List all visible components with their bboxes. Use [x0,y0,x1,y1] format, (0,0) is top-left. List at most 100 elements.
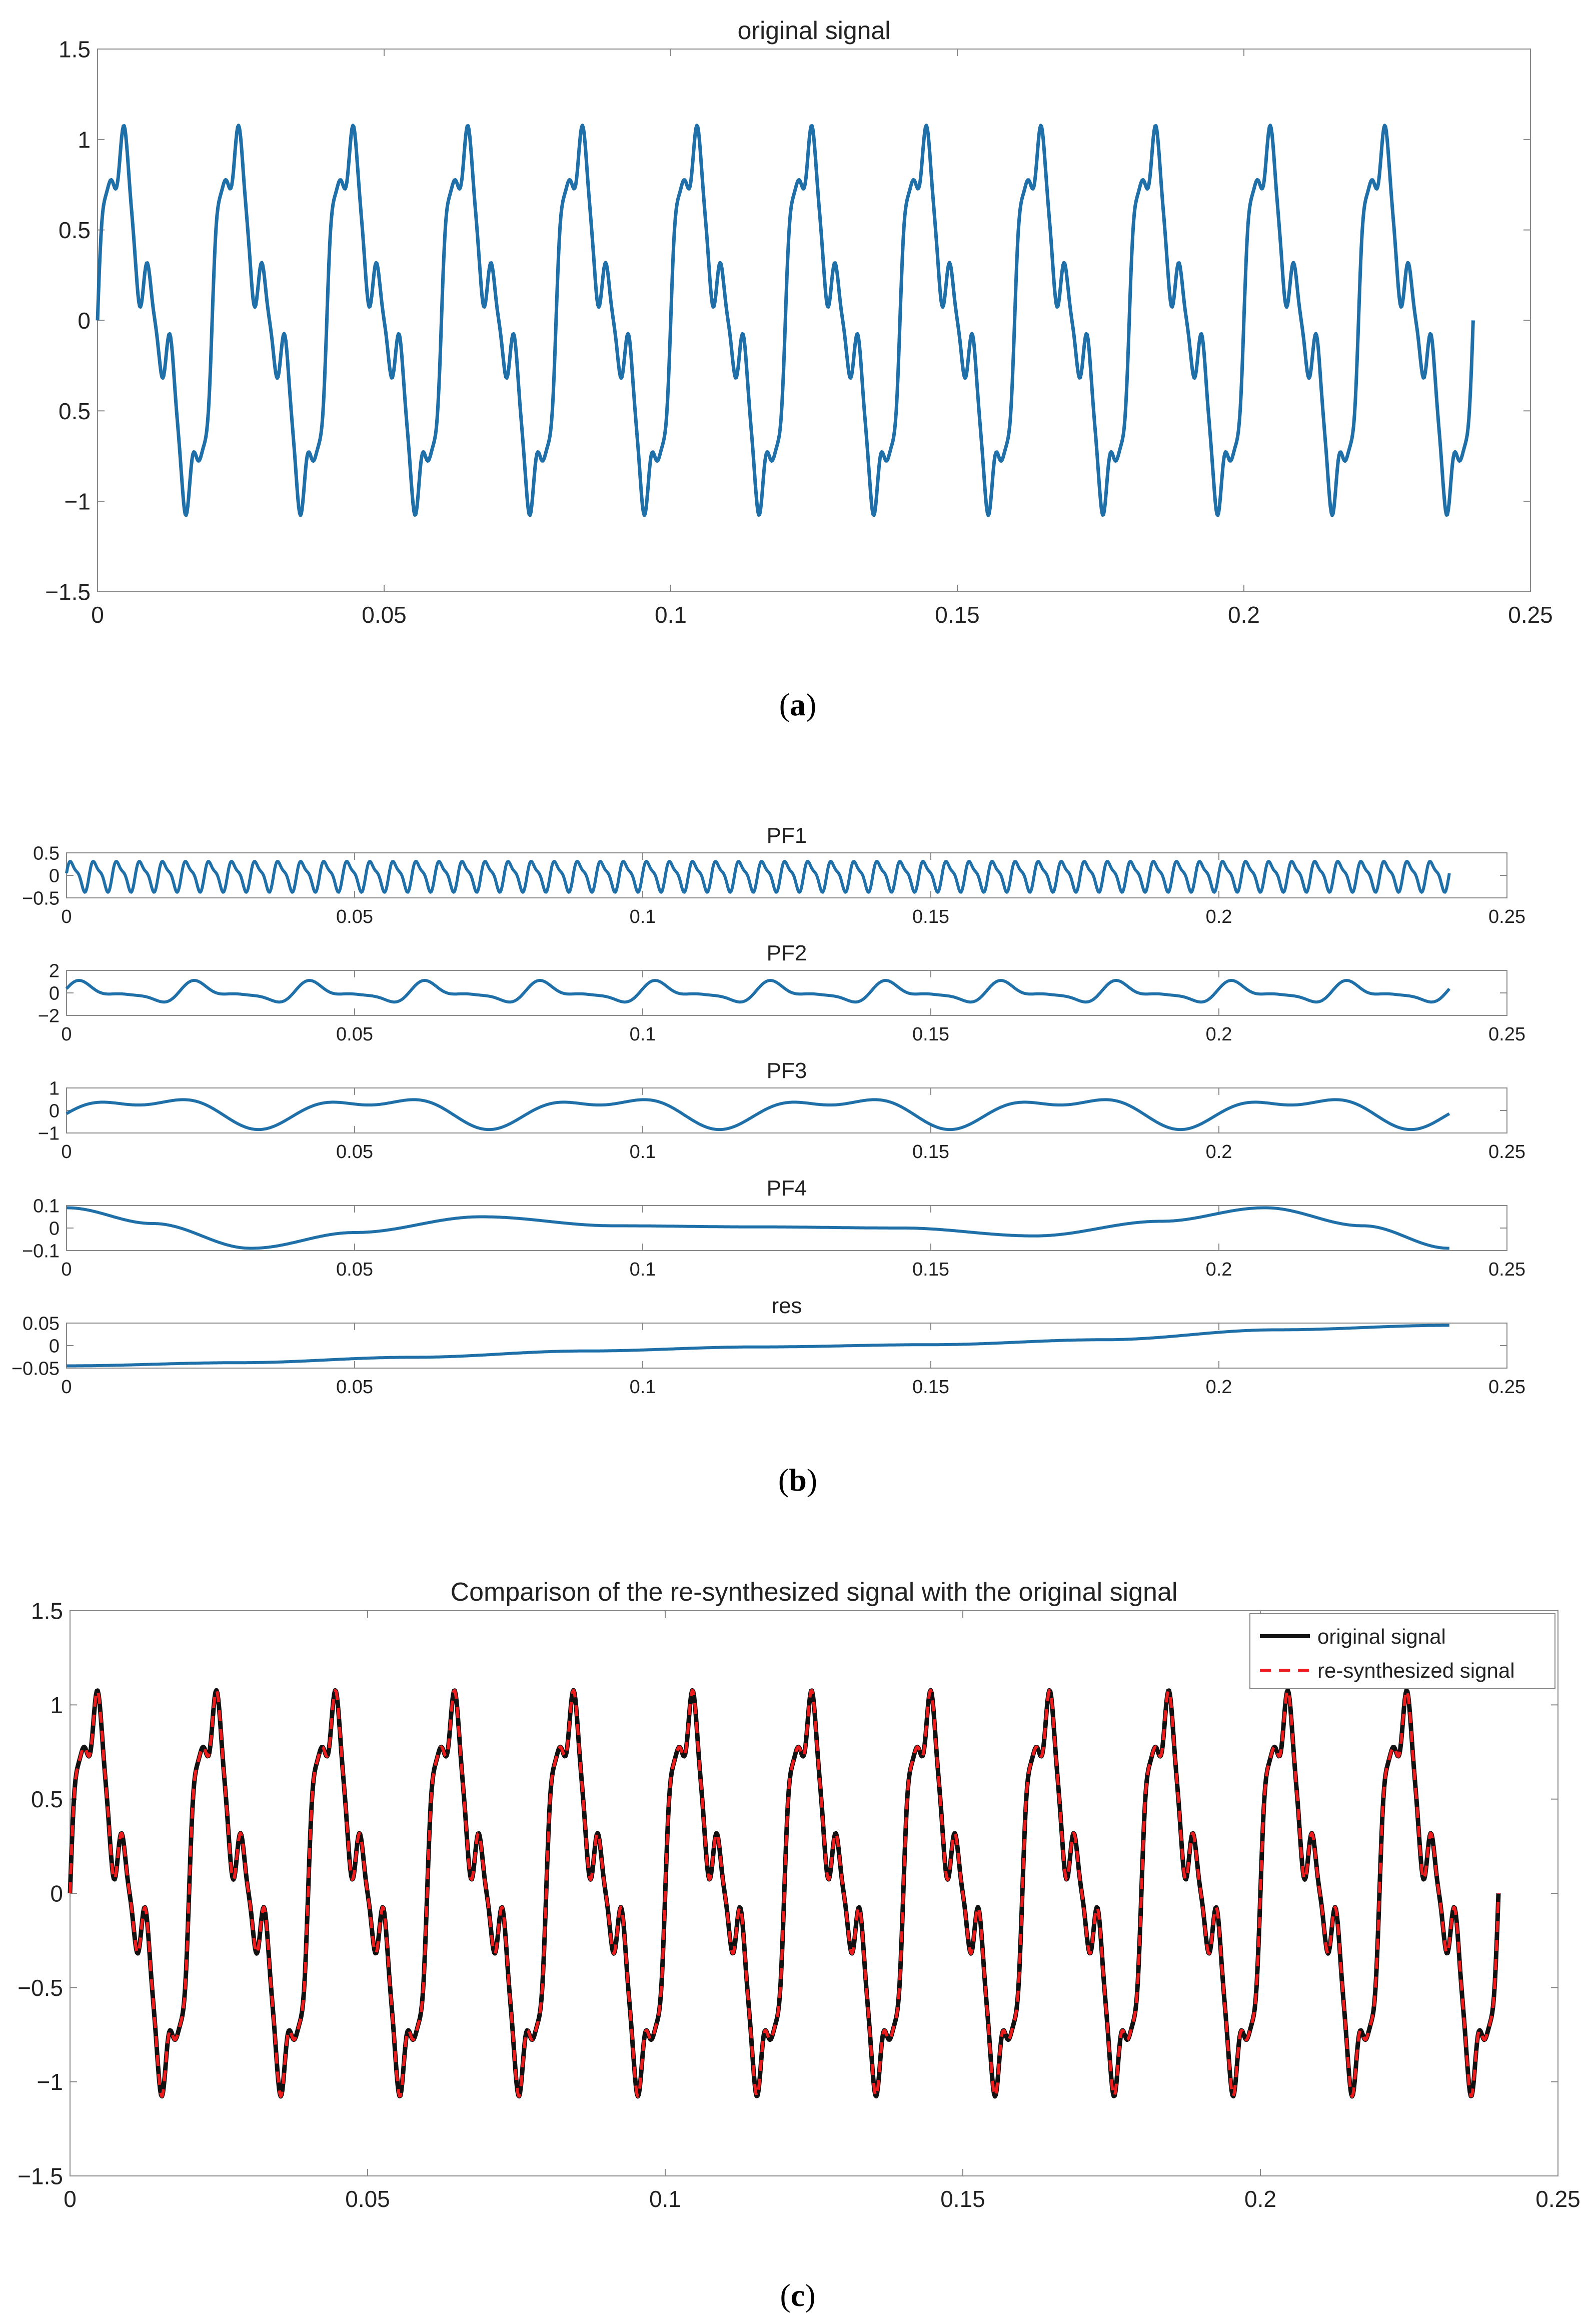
y-tick-label: 0 [49,983,60,1004]
x-tick-label: 0.25 [1488,906,1525,927]
panel-label-b: (b) [778,1462,817,1498]
y-tick-label: −1 [37,2069,63,2095]
x-tick-label: 0.05 [336,1377,373,1398]
panel-label-a: (a) [779,687,817,722]
x-tick-label: 0.05 [336,1024,373,1045]
axes-box-b2 [66,970,1507,1016]
y-tick-label: −1.5 [18,2163,63,2189]
y-tick-label: 1.5 [31,1598,63,1624]
chart-title-b4: PF4 [767,1176,807,1201]
y-tick-label: 0.5 [31,1786,63,1812]
x-tick-label: 0.1 [630,1377,656,1398]
x-tick-label: 0.1 [630,1024,656,1045]
x-tick-label: 0.1 [630,1259,656,1280]
y-tick-label: 0.05 [23,1314,60,1335]
chart-title-a: original signal [738,17,891,45]
y-tick-label: 0.5 [59,398,91,424]
x-tick-label: 0.25 [1488,1024,1525,1045]
x-tick-label: 0.25 [1488,1259,1525,1280]
x-tick-label: 0.2 [1206,1259,1232,1280]
legend-label-0: original signal [1317,1625,1446,1648]
y-tick-label: 1 [78,127,91,153]
x-tick-label: 0.05 [345,2186,390,2212]
x-tick-label: 0.2 [1206,1024,1232,1045]
y-tick-label: −0.5 [22,888,60,909]
chart-a: original signal 0 0.05 0.1 0.15 0.2 0.25 −1.5 −1… [45,17,1553,628]
x-tick-label: 0.1 [649,2186,681,2212]
y-tick-label: 0.1 [33,1196,60,1217]
x-tick-label: 0.15 [912,906,949,927]
legend-box [1249,1613,1555,1689]
y-tick-label: 0 [49,1336,60,1357]
x-tick-label: 0 [61,906,72,927]
y-tick-label: −1 [38,1123,60,1144]
series-line-a-0 [96,124,1475,517]
x-tick-label: 0.05 [336,1259,373,1280]
x-tick-label: 0.2 [1206,906,1232,927]
x-tick-label: 0.05 [336,906,373,927]
axes-box-b1 [66,852,1507,898]
y-tick-label: 0.5 [33,843,60,864]
x-tick-label: 0.15 [912,1259,949,1280]
x-tick-label: 0.25 [1488,1377,1525,1398]
legend-label-1: re-synthesized signal [1317,1659,1515,1682]
y-tick-label: 1 [49,1078,60,1099]
x-tick-label: 0 [61,1141,72,1163]
x-tick-label: 0.15 [912,1377,949,1398]
x-tick-label: 0 [61,1024,72,1045]
y-tick-label: −1.5 [45,579,91,605]
x-tick-label: 0.1 [630,906,656,927]
axes-box-b3 [66,1087,1507,1133]
x-tick-label: 0.2 [1228,602,1260,628]
series-line-c-1 [69,1689,1500,2098]
y-tick-label: 1.5 [59,37,91,63]
series-line-b4-0 [66,1206,1450,1250]
y-tick-label: 0 [78,308,91,334]
x-tick-label: 0.15 [935,602,980,628]
chart-title-c: Comparison of the re-synthesized signal … [451,1578,1178,1607]
x-tick-label: 0.25 [1488,1141,1525,1163]
x-tick-label: 0 [64,2186,77,2212]
y-tick-label: −0.1 [22,1241,60,1262]
y-tick-label: −1 [65,489,91,515]
x-tick-label: 0.2 [1206,1377,1232,1398]
x-tick-label: 0.25 [1508,602,1553,628]
panel-label-c: (c) [780,2277,815,2313]
x-tick-label: 0.2 [1206,1141,1232,1163]
y-tick-label: −0.5 [18,1975,63,2001]
y-tick-label: −0.05 [12,1359,60,1380]
x-tick-label: 0 [61,1377,72,1398]
chart-title-b3: PF3 [767,1058,807,1083]
y-tick-label: 0 [49,1219,60,1240]
x-tick-label: 0.05 [362,602,407,628]
y-tick-label: −2 [38,1006,60,1027]
series-line-b5-0 [66,1324,1450,1368]
x-tick-label: 0.05 [336,1141,373,1163]
y-tick-label: 2 [49,961,60,982]
x-tick-label: 0.1 [655,602,687,628]
chart-title-b5: res [771,1294,802,1318]
series-line-b2-0 [65,979,1451,1004]
chart-title-b2: PF2 [767,941,807,965]
series-line-b3-0 [66,1098,1450,1131]
chart-title-b1: PF1 [767,823,807,848]
x-tick-label: 0.1 [630,1141,656,1163]
axes-box-b4 [66,1205,1507,1251]
x-tick-label: 0.15 [940,2186,985,2212]
x-tick-label: 0.25 [1535,2186,1580,2212]
x-tick-label: 0 [91,602,104,628]
x-tick-label: 0.15 [912,1141,949,1163]
chart-c: Comparison of the re-synthesized signal … [18,1578,1580,2212]
x-tick-label: 0.15 [912,1024,949,1045]
y-tick-label: 0 [49,866,60,887]
y-tick-label: 0 [49,1101,60,1122]
x-tick-label: 0.2 [1244,2186,1276,2212]
series-line-b1-0 [65,859,1451,894]
y-tick-label: 0 [50,1881,63,1907]
